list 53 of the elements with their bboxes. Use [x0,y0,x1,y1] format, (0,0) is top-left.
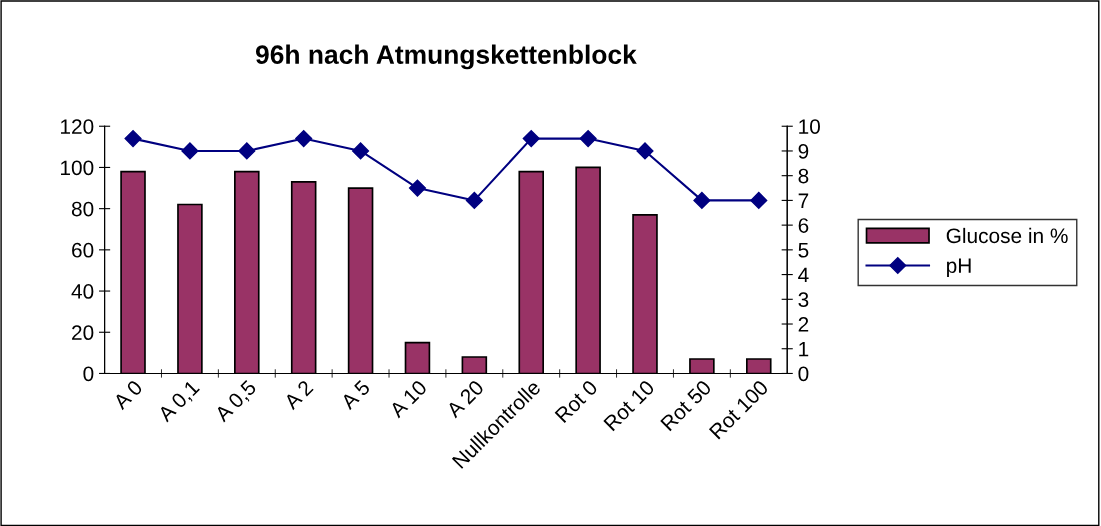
bar [290,181,317,374]
bar [461,356,488,374]
y-tick-label: 40 [71,284,94,299]
point [352,142,370,160]
y2-tick-label: 1 [799,341,809,357]
y2-tick-label: 5 [798,243,809,258]
point [295,130,313,148]
y2-tick-label: 8 [798,168,809,184]
point [124,130,142,148]
x-tick-label: Rot 10 [603,379,656,432]
point [238,142,256,160]
legend-label: Glucose in % [946,227,1068,244]
point [181,142,199,160]
y2-tick-label: 10 [799,119,820,134]
y-tick-label: 120 [61,119,94,134]
bar [745,358,772,374]
x-tick-label: Rot 0 [554,379,599,424]
x-tick-label: A 0 [112,379,144,411]
point [408,179,427,197]
bar [120,170,146,374]
bar [632,213,658,374]
y-tick-label: 0 [83,366,94,382]
y-tick-label: 60 [72,242,94,258]
point [522,130,540,148]
y2-tick-label: 3 [798,292,809,308]
bar [689,358,715,374]
y2-tick-label: 0 [798,366,809,382]
bar [575,166,601,374]
x-tick-label: A 5 [339,379,371,411]
y2-tick-label: 6 [798,218,809,233]
x-tick-label: A 0,1 [156,379,202,425]
x-tick-label: A 10 [388,379,428,419]
y-tick-label: 80 [71,201,94,217]
bar [347,187,374,374]
bar [234,170,260,374]
bar [404,341,431,374]
y2-tick-label: 2 [798,317,809,332]
point [750,191,768,209]
x-tick-label: A 0,5 [213,379,259,425]
point [693,191,711,209]
y-tick-label: 20 [72,325,94,341]
bar [177,203,203,374]
point [579,130,597,148]
point [636,142,654,160]
y2-tick-label: 4 [798,267,809,283]
legend-label: pH [947,258,971,278]
y-tick-label: 100 [61,160,94,176]
y2-tick-label: 7 [798,193,809,208]
y2-tick-label: 9 [798,143,809,159]
chart-title: 96h nach Atmungskettenblock [255,44,637,70]
point [465,191,483,209]
bar [518,170,545,374]
x-tick-label: A 2 [282,379,314,411]
